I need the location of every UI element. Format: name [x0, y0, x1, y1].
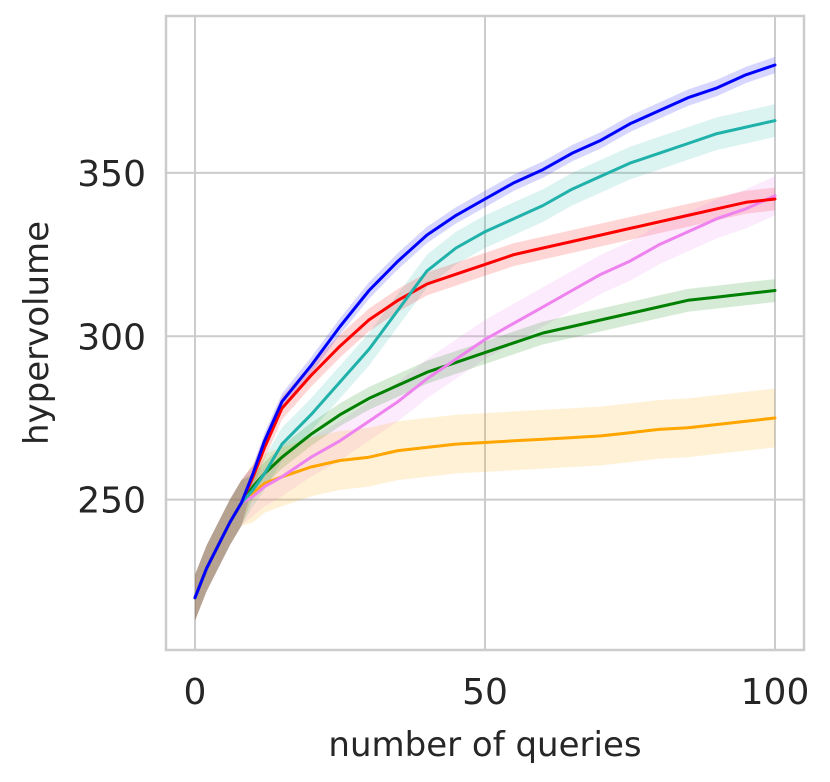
band-violet	[195, 176, 775, 621]
x-tick-label: 0	[184, 672, 207, 713]
band-red	[195, 187, 775, 621]
y-tick-label: 350	[77, 154, 146, 195]
y-tick-label: 250	[77, 481, 146, 522]
y-axis-label: hypervolume	[17, 221, 57, 445]
band-green	[195, 279, 775, 621]
plot-frame	[164, 14, 806, 652]
confidence-bands	[195, 56, 775, 621]
x-tick-label: 50	[462, 672, 508, 713]
band-orange	[195, 388, 775, 621]
x-tick-label: 100	[741, 672, 810, 713]
series-line-blue	[193, 63, 777, 600]
series-lines	[193, 63, 777, 600]
x-axis-label: number of queries	[328, 725, 641, 765]
tick-labels: 0 50 100 250 300 350	[77, 154, 809, 713]
y-tick-label: 300	[77, 317, 146, 358]
